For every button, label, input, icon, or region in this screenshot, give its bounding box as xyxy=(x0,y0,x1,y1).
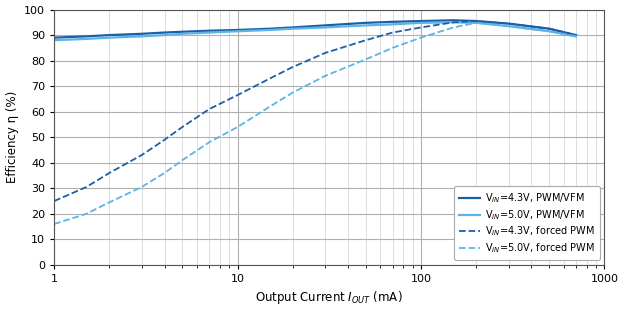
Y-axis label: Efficiency η (%): Efficiency η (%) xyxy=(6,91,19,183)
X-axis label: Output Current $I_{OUT}$ (mA): Output Current $I_{OUT}$ (mA) xyxy=(255,290,403,306)
Legend: V$_{IN}$=4.3V, PWM/VFM, V$_{IN}$=5.0V, PWM/VFM, V$_{IN}$=4.3V, forced PWM, V$_{I: V$_{IN}$=4.3V, PWM/VFM, V$_{IN}$=5.0V, P… xyxy=(454,186,600,260)
